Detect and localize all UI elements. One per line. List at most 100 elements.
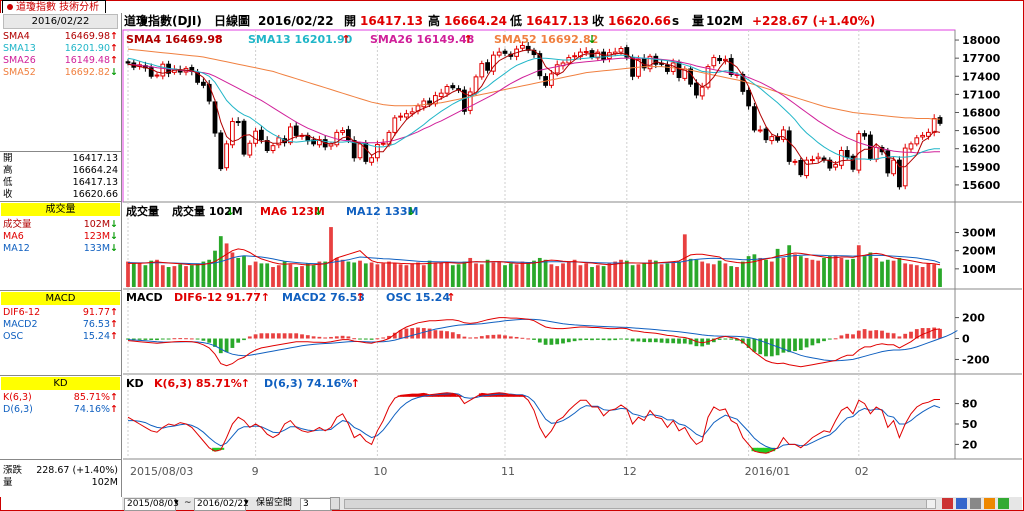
candle-body bbox=[554, 64, 560, 74]
osc-bar bbox=[590, 338, 594, 341]
reset-icon[interactable] bbox=[970, 498, 981, 509]
overbought-fill bbox=[420, 393, 428, 397]
osc-bar bbox=[195, 338, 200, 340]
option-value-field[interactable]: 3 bbox=[300, 498, 332, 511]
volume-bar bbox=[874, 257, 879, 287]
spinner-button[interactable] bbox=[330, 497, 340, 510]
volume-bar bbox=[189, 265, 194, 287]
overbought-fill bbox=[409, 394, 416, 397]
osc-bar bbox=[926, 328, 931, 339]
osc-bar bbox=[236, 338, 241, 343]
candle-body bbox=[601, 51, 606, 60]
candle-body bbox=[786, 130, 792, 162]
osc-bar bbox=[392, 332, 397, 339]
osc-bar bbox=[938, 328, 942, 339]
candle-body bbox=[467, 91, 473, 111]
price-header-line: 道瓊指數(DJI) 日線圖 2016/02/22 開 16417.13 高 16664.24… bbox=[124, 13, 875, 28]
osc-bar bbox=[433, 330, 438, 339]
osc-bar bbox=[671, 338, 676, 344]
oversold-fill bbox=[763, 447, 770, 454]
scroll-thumb[interactable] bbox=[926, 500, 935, 508]
close-suffix: s bbox=[672, 14, 679, 28]
candle-body bbox=[253, 130, 258, 144]
ma-label: SMA13 bbox=[3, 43, 36, 54]
candle-body bbox=[479, 63, 485, 78]
osc-bar bbox=[532, 338, 536, 340]
settings-icon[interactable] bbox=[984, 498, 995, 509]
osc-bar bbox=[781, 338, 786, 353]
summary-row: 量 102M bbox=[3, 477, 118, 488]
volume-bar bbox=[271, 267, 275, 287]
osc-bar bbox=[178, 338, 183, 340]
tab-technical-analysis[interactable]: 道瓊指數 技術分析 bbox=[2, 0, 107, 14]
y-tick-label: -200 bbox=[962, 353, 990, 366]
volume-bar bbox=[363, 263, 368, 287]
kd-label: K(6,3) bbox=[3, 392, 32, 403]
date-to-field[interactable]: 2016/02/22 bbox=[194, 498, 249, 511]
legend-item: MA12 133M bbox=[346, 205, 419, 218]
candle-body bbox=[769, 136, 775, 142]
volume-bar bbox=[369, 262, 374, 287]
osc-bar bbox=[868, 330, 873, 339]
arrow-up-icon: ↑ bbox=[110, 43, 118, 54]
overbought-fill bbox=[432, 394, 439, 397]
volume-bar bbox=[247, 265, 252, 287]
osc-bar bbox=[711, 338, 716, 343]
x-tick-label: 12 bbox=[623, 465, 637, 478]
calendar-to-icon[interactable]: ▾ bbox=[244, 498, 249, 508]
volume-bar bbox=[665, 263, 670, 287]
arrow-down-icon: ↓ bbox=[110, 67, 118, 78]
date-from-field[interactable]: 2015/08/03 bbox=[124, 498, 179, 511]
volume-bar bbox=[317, 261, 322, 287]
legend-item: OSC 15.24 bbox=[386, 291, 450, 304]
candle-body bbox=[746, 89, 751, 107]
volume-bar bbox=[572, 259, 577, 287]
y-tick-label: 15900 bbox=[962, 161, 1001, 174]
print-icon[interactable] bbox=[998, 498, 1009, 509]
open-label: 開 bbox=[344, 14, 356, 28]
arrow-up-icon: ↑ bbox=[110, 55, 118, 66]
volume-bar bbox=[607, 263, 612, 287]
period-label: 日線圖 bbox=[214, 13, 250, 28]
osc-bar bbox=[810, 338, 815, 346]
volume-bar bbox=[503, 265, 507, 287]
osc-bar bbox=[822, 338, 826, 342]
macd-label: DIF6-12 bbox=[3, 307, 41, 318]
osc-bar bbox=[613, 338, 618, 341]
x-tick-label: 2015/08/03 bbox=[130, 465, 193, 478]
candle-body bbox=[421, 100, 427, 108]
osc-bar bbox=[149, 338, 154, 340]
volume-bar bbox=[456, 264, 461, 287]
zoom-out-icon[interactable] bbox=[956, 498, 967, 509]
ma-value: 16469.98↑ bbox=[64, 31, 118, 42]
zoom-in-icon[interactable] bbox=[942, 498, 953, 509]
volume-bar bbox=[827, 256, 832, 287]
y-tick-label: 16500 bbox=[962, 125, 1001, 138]
osc-bar bbox=[932, 327, 937, 339]
candle-body bbox=[833, 163, 838, 168]
horizontal-scrollbar[interactable] bbox=[344, 499, 936, 509]
calendar-from-icon[interactable]: ▾ bbox=[174, 498, 179, 508]
candle-body bbox=[357, 143, 363, 159]
volume-bar bbox=[845, 259, 850, 287]
sma4-line bbox=[127, 49, 941, 168]
volume-bar bbox=[282, 261, 287, 287]
candle-body bbox=[630, 57, 635, 77]
osc-bar bbox=[891, 333, 896, 339]
technical-chart[interactable]: 道瓊指數(DJI) 日線圖 2016/02/22 開 16417.13 高 16664.24… bbox=[0, 0, 1024, 497]
osc-bar bbox=[311, 336, 316, 339]
kd-row: K(6,3) 85.71%↑ bbox=[3, 392, 118, 403]
volume-bar bbox=[207, 259, 212, 287]
osc-bar bbox=[282, 333, 287, 339]
price-legend: SMA4 16469.98↑ SMA13 16201.90↑ SMA26 16149… bbox=[126, 33, 598, 46]
volume-bar bbox=[131, 263, 136, 287]
volume-bar bbox=[636, 264, 641, 287]
osc-bar bbox=[804, 338, 809, 348]
candle-body bbox=[694, 82, 699, 96]
instrument-name: 道瓊指數(DJI) bbox=[124, 13, 202, 28]
arrow-up-icon: ↑ bbox=[110, 404, 118, 415]
macd-legend: MACD DIF6-12 91.77 ↑ MACD2 76.53↑ OSC 15.24↑ bbox=[126, 291, 456, 304]
volume-bar bbox=[253, 261, 258, 287]
osc-bar bbox=[323, 337, 328, 339]
osc-bar bbox=[851, 334, 855, 339]
